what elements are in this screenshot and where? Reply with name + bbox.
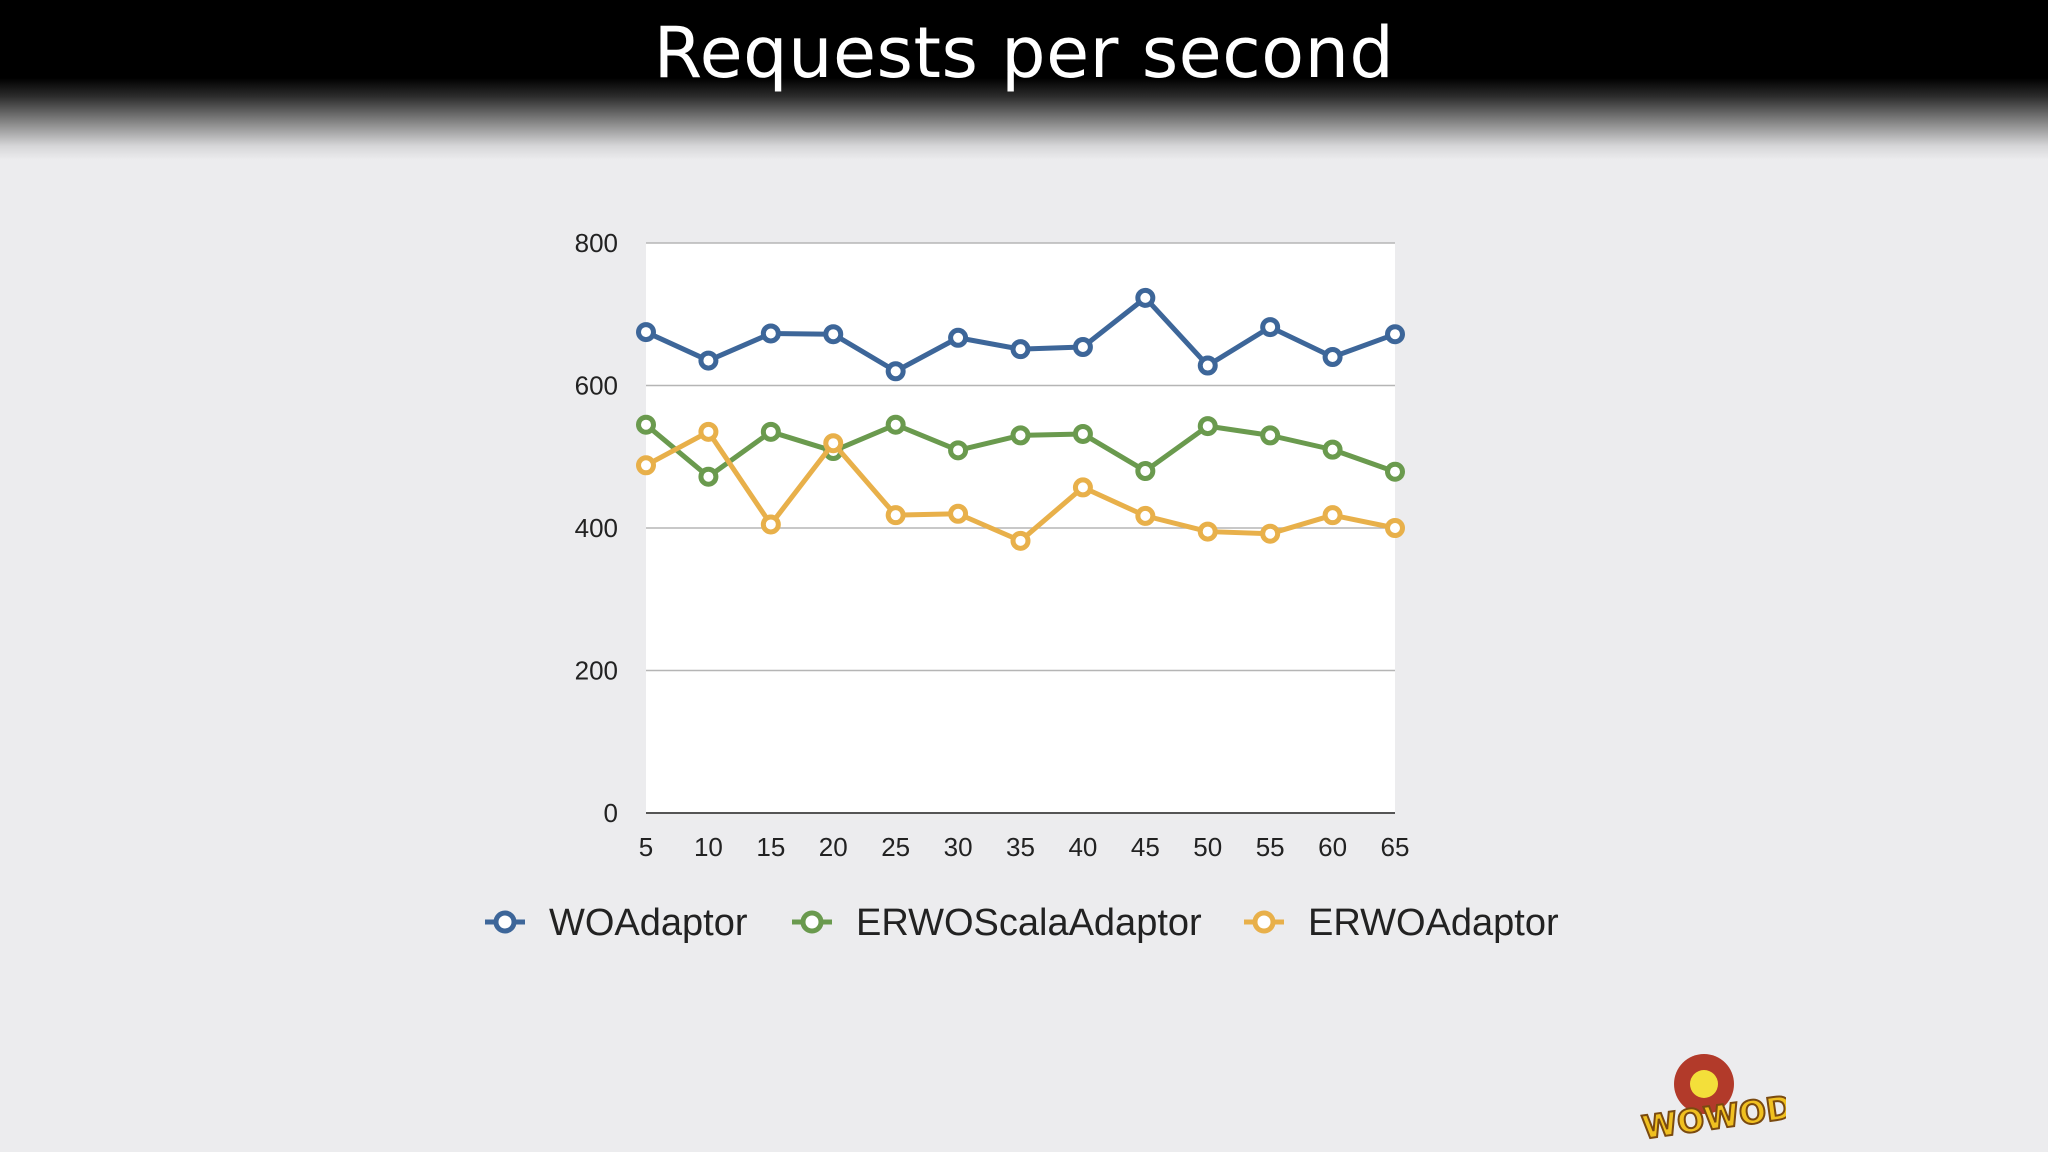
y-tick-label: 400	[575, 513, 618, 543]
y-tick-label: 600	[575, 371, 618, 401]
legend-marker	[493, 910, 517, 934]
data-point	[760, 421, 781, 442]
legend: WOAdaptor ERWOScalaAdaptor ERWOAdaptor	[485, 902, 1559, 944]
data-point	[823, 433, 844, 454]
x-tick-label: 55	[1256, 832, 1285, 862]
data-point	[1385, 324, 1405, 345]
legend-marker	[800, 910, 824, 934]
data-point	[1135, 287, 1156, 308]
x-tick-label: 25	[881, 832, 910, 862]
y-tick-label: 200	[575, 656, 618, 686]
x-tick-label: 5	[639, 832, 653, 862]
data-point	[636, 414, 656, 435]
data-point	[1385, 518, 1405, 538]
x-tick-label: 35	[1006, 832, 1035, 862]
data-point	[760, 514, 781, 535]
legend-item: ERWOAdaptor	[1244, 902, 1559, 944]
data-point	[1322, 347, 1343, 367]
legend-item: ERWOScalaAdaptor	[792, 902, 1202, 944]
x-tick-label: 20	[819, 832, 848, 862]
slide-title: Requests per second	[653, 12, 1395, 94]
data-point	[1197, 521, 1218, 542]
data-point	[885, 361, 906, 382]
x-tick-label: 10	[694, 832, 723, 862]
x-tick-label: 45	[1131, 832, 1160, 862]
series-lines	[636, 287, 1405, 551]
data-point	[948, 327, 969, 348]
data-point	[1072, 423, 1093, 444]
x-tick-label: 65	[1381, 832, 1410, 862]
data-point	[1010, 425, 1031, 446]
data-point	[1197, 355, 1218, 376]
data-point	[1260, 425, 1281, 446]
data-point	[1010, 530, 1031, 551]
legend-label: ERWOScalaAdaptor	[856, 902, 1202, 944]
data-point	[885, 505, 906, 526]
data-point	[948, 440, 969, 461]
data-point	[1135, 461, 1156, 481]
data-point	[698, 466, 719, 487]
data-point	[1072, 337, 1093, 358]
series-ERWOAdaptor	[636, 421, 1405, 551]
data-point	[636, 455, 656, 476]
legend-item: WOAdaptor	[485, 902, 748, 944]
legend-label: WOAdaptor	[549, 902, 748, 944]
data-point	[698, 350, 719, 371]
legend-label: ERWOAdaptor	[1308, 902, 1559, 944]
data-point	[1135, 505, 1156, 526]
data-point	[1010, 339, 1031, 360]
data-point	[1260, 317, 1281, 338]
x-tick-label: 15	[756, 832, 785, 862]
data-point	[1322, 439, 1343, 460]
x-tick-label: 60	[1318, 832, 1347, 862]
x-tick-label: 40	[1068, 832, 1097, 862]
data-point	[948, 503, 969, 524]
series-ERWOScalaAdaptor	[636, 414, 1405, 487]
y-tick-label: 800	[575, 228, 618, 258]
data-point	[823, 324, 844, 345]
data-point	[885, 414, 906, 435]
y-tick-label: 0	[604, 798, 618, 828]
data-point	[1197, 416, 1218, 437]
x-tick-label: 30	[944, 832, 973, 862]
data-point	[1072, 477, 1093, 498]
data-point	[1385, 461, 1405, 482]
wowodc-logo: WOWODC	[1639, 1054, 1786, 1142]
data-point	[760, 323, 781, 344]
data-point	[698, 421, 719, 442]
axes: 0 200 400 600 800 5 10 15 20 25 30 35 40 45 50 55 60 65	[575, 228, 1410, 862]
series-WOAdaptor	[636, 287, 1405, 382]
data-point	[1260, 523, 1281, 544]
title-bar: Requests per second	[0, 0, 2048, 160]
legend-marker	[1252, 910, 1276, 934]
x-tick-label: 50	[1193, 832, 1222, 862]
data-point	[636, 322, 656, 343]
data-point	[1322, 505, 1343, 526]
